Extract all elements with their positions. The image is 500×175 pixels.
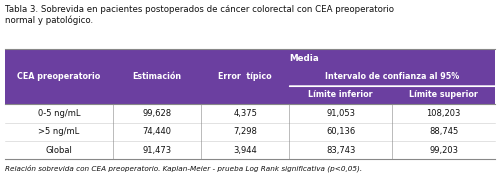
Text: Relación sobrevida con CEA preoperatorio. Kaplan-Meier - prueba Log Rank signifi: Relación sobrevida con CEA preoperatorio… [5,164,362,172]
Text: 88,745: 88,745 [429,127,458,136]
Text: Límite inferior: Límite inferior [308,90,373,99]
Bar [289,86,392,104]
Text: >5 ng/mL: >5 ng/mL [38,127,80,136]
Bar [201,86,289,104]
Text: 91,473: 91,473 [142,146,172,155]
Bar [289,67,495,86]
Text: 83,743: 83,743 [326,146,356,155]
Text: 7,298: 7,298 [233,127,257,136]
Text: 4,375: 4,375 [233,109,257,118]
Bar [5,67,113,86]
Text: Global: Global [46,146,72,155]
Bar [201,67,289,86]
Text: Límite superior: Límite superior [409,90,478,99]
Text: 0-5 ng/mL: 0-5 ng/mL [38,109,80,118]
Text: 3,944: 3,944 [233,146,257,155]
Bar [113,49,495,67]
Text: Error  típico: Error típico [218,72,272,81]
Bar [5,141,495,159]
Text: Estimación: Estimación [132,72,182,81]
Bar [113,86,201,104]
Text: Intervalo de confianza al 95%: Intervalo de confianza al 95% [325,72,459,81]
Bar [5,49,113,67]
Text: 74,440: 74,440 [142,127,172,136]
Text: 99,203: 99,203 [429,146,458,155]
Text: 60,136: 60,136 [326,127,356,136]
Bar [392,86,495,104]
Text: CEA preoperatorio: CEA preoperatorio [18,72,100,81]
Text: Media: Media [289,54,319,63]
Text: 108,203: 108,203 [426,109,460,118]
Bar [5,122,495,141]
Text: Tabla 3. Sobrevida en pacientes postoperados de cáncer colorectal con CEA preope: Tabla 3. Sobrevida en pacientes postoper… [5,5,394,25]
Bar [5,86,113,104]
Text: 91,053: 91,053 [326,109,355,118]
Text: 99,628: 99,628 [142,109,172,118]
Bar [113,67,201,86]
Bar [5,104,495,122]
